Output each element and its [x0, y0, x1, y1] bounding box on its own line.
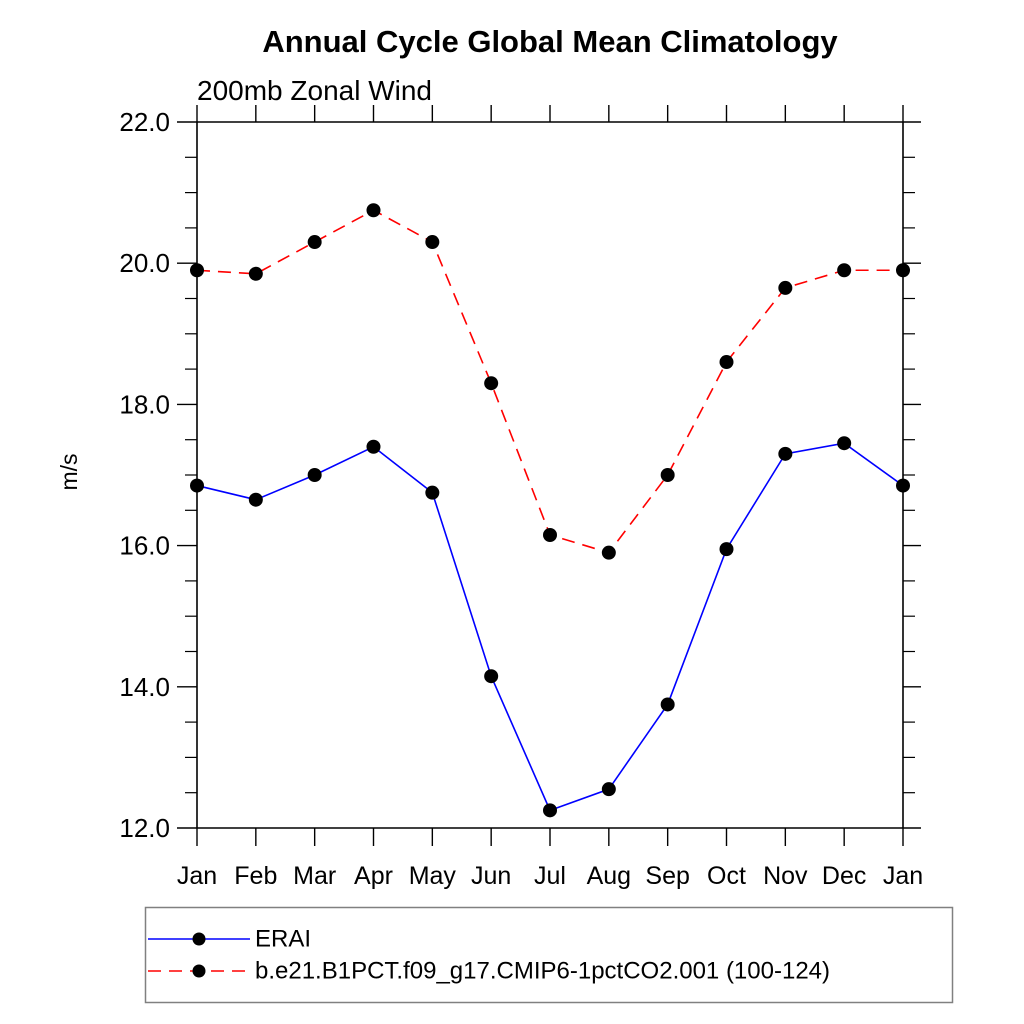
- legend-box: [144, 906, 954, 1004]
- axes-layer: Jan Feb Mar Apr May Jun Jul Aug Sep Oct Nov Dec Jan1…: [119, 105, 923, 890]
- legend-item-model: b.e21.B1PCT.f09_g17.CMIP6-1pctCO2.001 (1…: [148, 958, 830, 985]
- legend: ERAI b.e21.B1PCT.f09_g17.CMIP6-1pctCO2.0…: [144, 906, 954, 1004]
- data-point-marker: [601, 782, 616, 797]
- legend-item-erai: ERAI: [148, 926, 311, 953]
- x-tick-label: Dec: [822, 862, 866, 890]
- x-tick-label: Sep: [645, 862, 689, 890]
- x-tick-label: Feb: [234, 862, 277, 890]
- chart-title: Annual Cycle Global Mean Climatology: [262, 24, 838, 59]
- x-tick-label: Nov: [763, 862, 808, 890]
- chart-subtitle: 200mb Zonal Wind: [197, 75, 432, 106]
- data-point-marker: [425, 485, 440, 500]
- data-point-marker: [660, 468, 675, 482]
- data-point-marker: [778, 280, 793, 295]
- data-point-marker: [248, 492, 263, 507]
- x-tick-label: Jun: [471, 862, 511, 890]
- model-series-line: [196, 209, 903, 554]
- x-tick-label: Jan: [177, 862, 217, 890]
- data-point-marker: [248, 266, 263, 281]
- model-legend-label: b.e21.B1PCT.f09_g17.CMIP6-1pctCO2.001 (1…: [255, 958, 830, 985]
- x-tick-label: Oct: [707, 862, 746, 890]
- x-tick-label: Jan: [883, 862, 923, 890]
- y-tick-label: 12.0: [119, 813, 170, 843]
- x-tick-label: Apr: [354, 862, 393, 890]
- y-tick-label: 22.0: [119, 107, 170, 137]
- data-point-marker: [601, 545, 616, 560]
- x-tick-label: Mar: [293, 862, 336, 890]
- x-tick-label: Jul: [534, 862, 566, 890]
- model-marker-swatch: [192, 964, 206, 978]
- data-point-marker: [307, 468, 322, 482]
- data-point-marker: [896, 263, 910, 278]
- data-point-marker: [896, 478, 910, 493]
- data-point-marker: [660, 697, 675, 712]
- y-tick-label: 16.0: [119, 531, 170, 561]
- data-point-marker: [719, 542, 734, 557]
- y-tick-label: 18.0: [119, 389, 170, 419]
- data-point-marker: [484, 376, 499, 391]
- erai-marker-swatch: [192, 932, 206, 946]
- erai-series-line: [196, 442, 904, 812]
- data-point-marker: [366, 439, 381, 454]
- data-point-marker: [307, 235, 322, 250]
- data-point-marker: [366, 203, 381, 218]
- data-point-marker: [484, 669, 499, 684]
- data-point-marker: [190, 263, 204, 278]
- data-point-marker: [190, 478, 204, 493]
- data-point-marker: [425, 235, 440, 250]
- y-tick-label: 20.0: [119, 248, 170, 278]
- erai-legend-label: ERAI: [255, 926, 311, 953]
- data-point-marker: [837, 436, 852, 451]
- data-point-marker: [543, 528, 557, 543]
- data-point-marker: [837, 263, 852, 278]
- series-layer: [190, 203, 910, 818]
- x-tick-label: May: [409, 862, 457, 890]
- x-tick-label: Aug: [587, 862, 631, 890]
- y-axis-label: m/s: [56, 453, 82, 490]
- data-point-marker: [778, 446, 793, 461]
- data-point-marker: [543, 803, 557, 818]
- data-point-marker: [719, 355, 734, 370]
- y-tick-label: 14.0: [119, 672, 170, 702]
